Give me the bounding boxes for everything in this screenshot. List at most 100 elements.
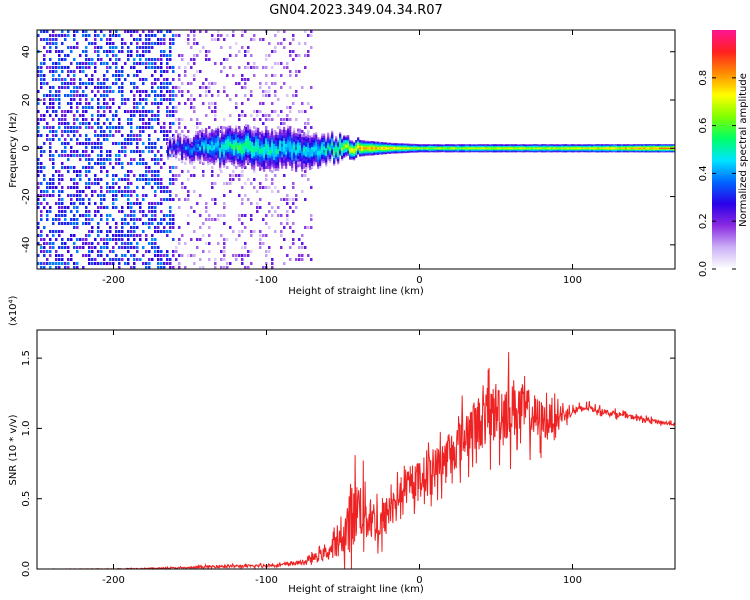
spectrogram-noise-cell	[211, 34, 214, 37]
spectrogram-noise-cell	[73, 134, 76, 137]
spectrogram-signal-cell	[425, 147, 428, 149]
spectrogram-noise-cell	[268, 94, 271, 97]
spectrogram-noise-cell	[91, 242, 94, 245]
spectrogram-noise-cell	[274, 174, 277, 177]
spectrogram-noise-cell	[85, 206, 88, 209]
spectrogram-noise-cell	[136, 138, 139, 141]
spectrogram-noise-cell	[166, 114, 169, 117]
spectrogram-noise-cell	[193, 78, 196, 81]
spectrogram-noise-cell	[169, 266, 172, 269]
spectrogram-noise-cell	[91, 226, 94, 229]
spectrogram-noise-cell	[127, 178, 130, 181]
spectrogram-noise-cell	[163, 190, 166, 193]
spectrogram-noise-cell	[289, 74, 292, 77]
spectrogram-noise-cell	[76, 194, 79, 197]
spectrogram-noise-cell	[235, 238, 238, 241]
spectrogram-noise-cell	[253, 178, 256, 181]
spectrogram-noise-cell	[154, 162, 157, 165]
spectrogram-noise-cell	[40, 154, 43, 157]
spectrogram-noise-cell	[145, 38, 148, 41]
spectrogram-noise-cell	[94, 142, 97, 145]
spectrogram-noise-cell	[52, 162, 55, 165]
spectrogram-noise-cell	[130, 162, 133, 165]
spectrogram-noise-cell	[49, 66, 52, 69]
spectrogram-noise-cell	[307, 50, 310, 53]
spectrogram-noise-cell	[112, 202, 115, 205]
spectrogram-noise-cell	[97, 210, 100, 213]
spectrogram-noise-cell	[73, 182, 76, 185]
spectrogram-noise-cell	[283, 262, 286, 265]
spectrogram-noise-cell	[100, 166, 103, 169]
spectrogram-noise-cell	[136, 134, 139, 137]
spectrogram-signal-cell	[423, 147, 426, 149]
spectrogram-noise-cell	[97, 86, 100, 89]
spectrogram-noise-cell	[157, 262, 160, 265]
spectrogram-noise-cell	[307, 178, 310, 181]
spectrogram-noise-cell	[280, 214, 283, 217]
spectrogram-noise-cell	[100, 158, 103, 161]
spectrogram-signal-cell	[227, 141, 230, 147]
spectrogram-noise-cell	[73, 30, 76, 33]
spectrogram-noise-cell	[295, 74, 298, 77]
spectrogram-noise-cell	[67, 238, 70, 241]
spectrogram-signal-cell	[253, 148, 256, 154]
spectrogram-noise-cell	[103, 110, 106, 113]
spectrogram-noise-cell	[97, 234, 100, 237]
spectrogram-noise-cell	[151, 186, 154, 189]
spectrogram-noise-cell	[271, 74, 274, 77]
spectrogram-signal-cell	[303, 147, 306, 153]
spectrogram-noise-cell	[256, 110, 259, 113]
spectrogram-noise-cell	[247, 178, 250, 181]
spectrogram-noise-cell	[187, 42, 190, 45]
spectrogram-noise-cell	[241, 222, 244, 225]
spectrogram-noise-cell	[271, 82, 274, 85]
spectrogram-noise-cell	[166, 214, 169, 217]
spectrogram-noise-cell	[304, 198, 307, 201]
spectrogram-noise-cell	[154, 98, 157, 101]
spectrogram-noise-cell	[121, 70, 124, 73]
spectrogram-noise-cell	[67, 102, 70, 105]
spectrogram-noise-cell	[166, 222, 169, 225]
spectrogram-noise-cell	[205, 242, 208, 245]
spectrogram-noise-cell	[115, 238, 118, 241]
spectrogram-noise-cell	[145, 98, 148, 101]
spectrogram-noise-cell	[61, 42, 64, 45]
spectrogram-noise-cell	[169, 198, 172, 201]
spectrogram-noise-cell	[154, 182, 157, 185]
spectrogram-noise-cell	[97, 146, 100, 149]
spectrogram-noise-cell	[169, 126, 172, 129]
spectrogram-noise-cell	[175, 178, 178, 181]
spectrogram-noise-cell	[100, 106, 103, 109]
spectrogram-noise-cell	[67, 54, 70, 57]
spectrogram-noise-cell	[292, 58, 295, 61]
spectrogram-noise-cell	[73, 74, 76, 77]
spectrogram-signal-cell	[435, 147, 438, 149]
spectrogram-noise-cell	[133, 210, 136, 213]
spectrogram-noise-cell	[304, 226, 307, 229]
spectrogram-noise-cell	[286, 62, 289, 65]
spectrogram-noise-cell	[301, 174, 304, 177]
spectrogram-noise-cell	[259, 110, 262, 113]
spectrogram-noise-cell	[79, 70, 82, 73]
spectrogram-noise-cell	[43, 54, 46, 57]
spectrogram-noise-cell	[109, 158, 112, 161]
spectrogram-noise-cell	[259, 246, 262, 249]
spectrogram-noise-cell	[133, 98, 136, 101]
spectrogram-noise-cell	[148, 118, 151, 121]
spectrogram-noise-cell	[46, 258, 49, 261]
spectrogram-noise-cell	[61, 262, 64, 265]
spectrogram-noise-cell	[268, 86, 271, 89]
spectrogram-noise-cell	[295, 194, 298, 197]
spectrogram-noise-cell	[106, 38, 109, 41]
spectrogram-noise-cell	[73, 266, 76, 269]
spectrogram-signal-cell	[629, 147, 632, 149]
spectrogram-noise-cell	[247, 250, 250, 253]
spectrogram-noise-cell	[145, 170, 148, 173]
spectrogram-signal-cell	[613, 147, 616, 149]
spectrogram-noise-cell	[187, 98, 190, 101]
spectrogram-noise-cell	[232, 230, 235, 233]
spectrogram-noise-cell	[193, 166, 196, 169]
spectrogram-noise-cell	[46, 126, 49, 129]
spectrogram-noise-cell	[157, 42, 160, 45]
spectrogram-noise-cell	[100, 134, 103, 137]
